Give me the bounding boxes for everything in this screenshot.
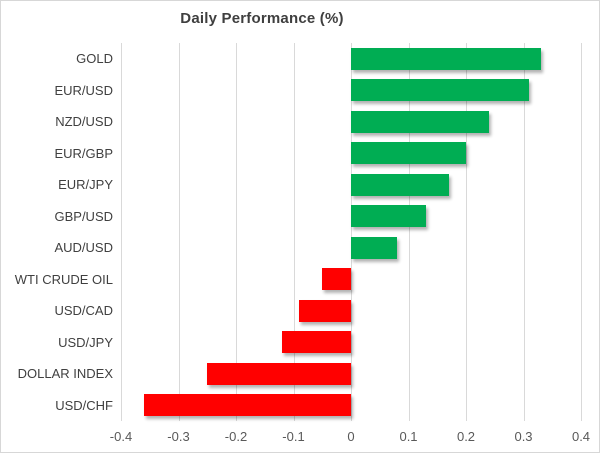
- category-label: EUR/USD: [54, 82, 113, 98]
- x-tick-label: 0.2: [456, 429, 476, 444]
- gridline: [581, 43, 582, 421]
- bar-nzd-usd: [351, 110, 489, 133]
- gridline: [236, 43, 237, 421]
- category-axis: GOLD EUR/USD NZD/USD EUR/GBP EUR/JPY GBP/USD A…: [1, 43, 113, 421]
- category-label: USD/CHF: [55, 397, 113, 413]
- category-label: EUR/JPY: [58, 177, 113, 192]
- gridline: [178, 43, 180, 421]
- x-tick-label: -0.3: [167, 429, 190, 444]
- bar-aud-usd: [351, 236, 397, 259]
- x-tick-label: -0.1: [282, 429, 305, 444]
- bar-wti-crude-oil: [322, 268, 351, 291]
- x-tick-label: 0.1: [399, 429, 418, 444]
- bar-eur-gbp: [351, 142, 466, 165]
- category-label: AUD/USD: [54, 240, 113, 255]
- x-tick-label: 0: [347, 429, 355, 444]
- gridline: [523, 43, 525, 421]
- gridline: [121, 43, 122, 421]
- gridline: [351, 43, 352, 421]
- x-tick-label: 0.3: [514, 429, 533, 444]
- bar-usd-cad: [299, 299, 351, 322]
- bar-eur-usd: [351, 79, 530, 102]
- bar-usd-jpy: [282, 331, 351, 354]
- value-axis: -0.4 -0.3 -0.2 -0.1 0 0.1 0.2 0.3 0.4: [110, 429, 590, 447]
- gridline: [408, 43, 410, 421]
- bar-gbp-usd: [351, 205, 426, 228]
- bar-gold: [351, 47, 541, 70]
- category-label: USD/JPY: [58, 334, 113, 350]
- bar-eur-jpy: [351, 173, 449, 196]
- chart-title: Daily Performance (%): [180, 10, 344, 27]
- category-label: GOLD: [76, 51, 113, 66]
- category-label: GBP/USD: [54, 208, 113, 224]
- bar-usd-chf: [144, 394, 351, 417]
- category-label: EUR/GBP: [54, 145, 113, 161]
- category-label: DOLLAR INDEX: [17, 366, 113, 381]
- gridline: [293, 43, 295, 421]
- category-label: WTI CRUDE OIL: [14, 271, 113, 287]
- category-label: NZD/USD: [55, 114, 113, 129]
- category-label: USD/CAD: [54, 303, 113, 318]
- x-tick-label: -0.2: [224, 429, 248, 444]
- plot-area: [121, 43, 582, 421]
- x-tick-label: -0.4: [109, 429, 133, 444]
- bar-dollar-index: [207, 362, 351, 385]
- gridline: [466, 43, 467, 421]
- x-tick-label: 0.4: [571, 429, 591, 444]
